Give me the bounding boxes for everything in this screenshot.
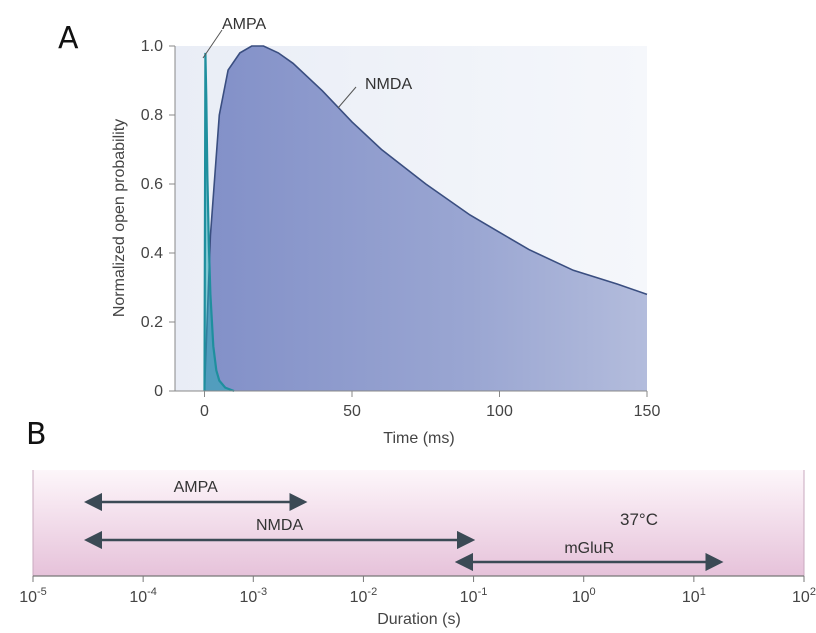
- nmda-label: NMDA: [365, 76, 412, 93]
- x-axis-title: Time (ms): [383, 430, 454, 447]
- x-tick-label: 50: [343, 403, 361, 420]
- chart-a-axes: 0 0.2 0.4 0.6 0.8 1.0 0 50 100 150: [141, 38, 661, 420]
- x-tick-label: 100: [486, 403, 513, 420]
- range-label-ampa: AMPA: [174, 479, 218, 496]
- y-tick-label: 0.6: [141, 176, 163, 193]
- panel-letter-b: B: [26, 417, 47, 452]
- duration-tick-label: 10-3: [239, 586, 267, 606]
- y-tick-label: 0.4: [141, 245, 163, 262]
- x-tick-label: 150: [634, 403, 661, 420]
- nmda-area: [204, 46, 647, 391]
- duration-tick-label: 10-5: [19, 586, 47, 606]
- y-tick-label: 0.2: [141, 314, 163, 331]
- range-label-nmda: NMDA: [256, 517, 303, 534]
- duration-tick-label: 10-1: [460, 586, 488, 606]
- nmda-callout-line: [337, 86, 357, 109]
- duration-band: [33, 470, 804, 576]
- chart-b: AMPA NMDA mGluR 10-5 10-4 10-3 10-2 10-1 100 101…: [19, 470, 816, 628]
- duration-axis-title: Duration (s): [377, 611, 461, 628]
- chart-a: 0 0.2 0.4 0.6 0.8 1.0 0 50 100 150 AMPA NMDA Norm…: [111, 16, 660, 447]
- range-label-mglur: mGluR: [564, 540, 614, 557]
- ampa-callout-line: [202, 29, 223, 59]
- x-tick-label: 0: [200, 403, 209, 420]
- y-tick-label: 0: [154, 383, 163, 400]
- duration-tick-label: 10-2: [350, 586, 378, 606]
- panel-letter-a: A: [58, 21, 79, 56]
- ampa-area: [204, 52, 234, 392]
- duration-tick-label: 101: [682, 586, 706, 606]
- ampa-label: AMPA: [222, 16, 266, 33]
- y-axis-title: Normalized open probability: [111, 119, 128, 317]
- nmda-line: [203, 45, 648, 392]
- temperature-label: 37°C: [620, 510, 658, 529]
- duration-tick-label: 102: [792, 586, 816, 606]
- duration-ranges: AMPA NMDA mGluR: [83, 479, 724, 572]
- duration-tick-label: 10-4: [129, 586, 157, 606]
- duration-tick-label: 100: [572, 586, 596, 606]
- chart-b-axis: 10-5 10-4 10-3 10-2 10-1 100 101 102: [19, 575, 816, 606]
- y-tick-label: 0.8: [141, 107, 163, 124]
- y-tick-label: 1.0: [141, 38, 163, 55]
- ampa-line: [203, 52, 235, 393]
